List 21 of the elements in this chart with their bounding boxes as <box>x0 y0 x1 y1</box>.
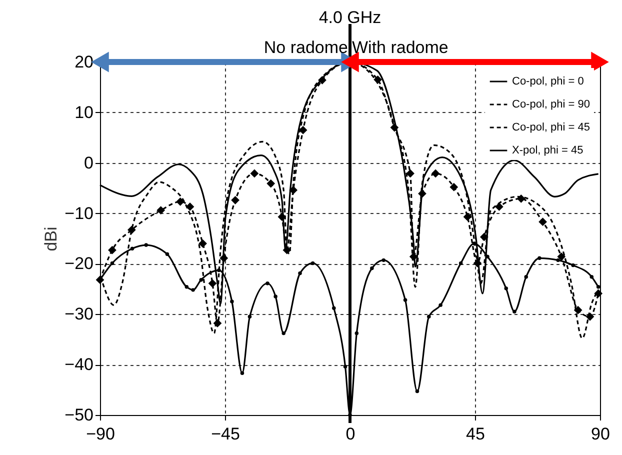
x-tick-label: 0 <box>346 424 356 444</box>
y-tick-label: −10 <box>64 204 94 223</box>
x-tick-label: 45 <box>466 424 485 444</box>
x-tick-label: −45 <box>211 424 240 444</box>
legend-label: X-pol, phi = 45 <box>512 144 584 156</box>
y-tick-label: −20 <box>64 254 94 274</box>
legend-label: Co-pol, phi = 0 <box>512 76 584 88</box>
y-tick-label: 0 <box>84 153 94 172</box>
y-tick-label: 20 <box>74 52 94 72</box>
y-tick-label: −30 <box>64 304 94 324</box>
legend-label: Co-pol, phi = 45 <box>512 122 590 134</box>
text: No radome <box>264 38 348 57</box>
x-tick-label: 90 <box>591 424 610 444</box>
text: With radome <box>352 38 448 57</box>
chart-title: 4.0 GHz <box>318 8 382 27</box>
y-axis-title: dBi <box>42 226 61 252</box>
y-tick-label: −50 <box>64 406 94 424</box>
y-tick-label: 10 <box>74 102 94 122</box>
y-tick-label: −40 <box>64 355 94 374</box>
legend-label: Co-pol, phi = 90 <box>512 98 590 110</box>
x-tick-label: −90 <box>86 424 115 444</box>
